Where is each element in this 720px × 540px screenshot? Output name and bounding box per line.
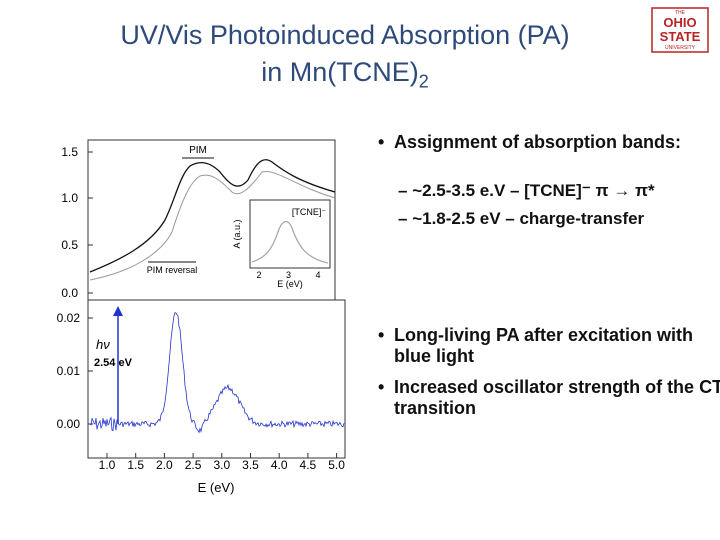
x-tick-label: 4.5 <box>300 458 317 472</box>
x-axis-label: E (eV) <box>198 480 235 495</box>
annotation: PIM reversal <box>147 265 198 275</box>
inset-curve <box>251 221 329 264</box>
x-tick-label: 3.0 <box>213 458 230 472</box>
title-subscript: 2 <box>418 71 429 92</box>
x-tick-label: 2.5 <box>185 458 202 472</box>
inset-x-tick-label: 3 <box>286 270 291 280</box>
bullet: Assignment of absorption bands: <box>378 132 720 153</box>
annotation: hν <box>96 337 110 352</box>
title-line: in Mn(TCNE)2 <box>0 57 690 92</box>
inset-species: [TCNE]⁻ <box>292 207 327 217</box>
annotation: PIM <box>189 145 207 156</box>
logo-text: UNIVERSITY <box>665 45 696 51</box>
x-tick-label: 2.0 <box>156 458 173 472</box>
y-tick-label: 1.0 <box>61 191 78 205</box>
x-tick-label: 3.5 <box>242 458 259 472</box>
inset-x-label: E (eV) <box>277 279 303 289</box>
x-tick-label: 1.5 <box>127 458 144 472</box>
title-text: in Mn(TCNE) <box>261 57 419 87</box>
sub-bullet: ~1.8-2.5 eV – charge-transfer <box>398 209 644 229</box>
inset-x-tick-label: 4 <box>315 270 320 280</box>
inset-y-label: A (a.u.) <box>232 219 242 248</box>
logo-text: THE <box>675 10 686 16</box>
y-tick-label: 0.00 <box>57 417 81 431</box>
x-tick-label: 1.0 <box>99 458 116 472</box>
absorption-curve <box>89 159 336 273</box>
annotation: 2.54 eV <box>94 357 133 369</box>
inset-frame <box>249 199 331 269</box>
reversal-curve <box>89 170 336 281</box>
plot-frame <box>87 299 346 459</box>
x-tick-label: 5.0 <box>328 458 345 472</box>
bullet: Increased oscillator strength of the CT … <box>378 377 720 419</box>
logo-text: STATE <box>660 29 701 44</box>
logo-frame <box>651 7 709 53</box>
y-tick-label: 0.0 <box>61 286 78 300</box>
y-tick-label: 1.5 <box>61 145 78 159</box>
pa-curve <box>89 312 345 434</box>
y-tick-label: 0.01 <box>57 364 81 378</box>
logo-text: OHIO <box>663 15 696 30</box>
sub-bullet: ~2.5-3.5 e.V – [TCNE]⁻ π → π* <box>398 181 654 201</box>
arrow-head <box>113 306 123 316</box>
x-tick-label: 4.0 <box>271 458 288 472</box>
y-tick-label: 0.5 <box>61 238 78 252</box>
bullet: Long-living PA after excitation with blu… <box>378 325 720 367</box>
title-line: UV/Vis Photoinduced Absorption (PA) <box>120 20 570 50</box>
y-tick-label: 0.02 <box>57 311 81 325</box>
inset-x-tick-label: 2 <box>256 270 261 280</box>
